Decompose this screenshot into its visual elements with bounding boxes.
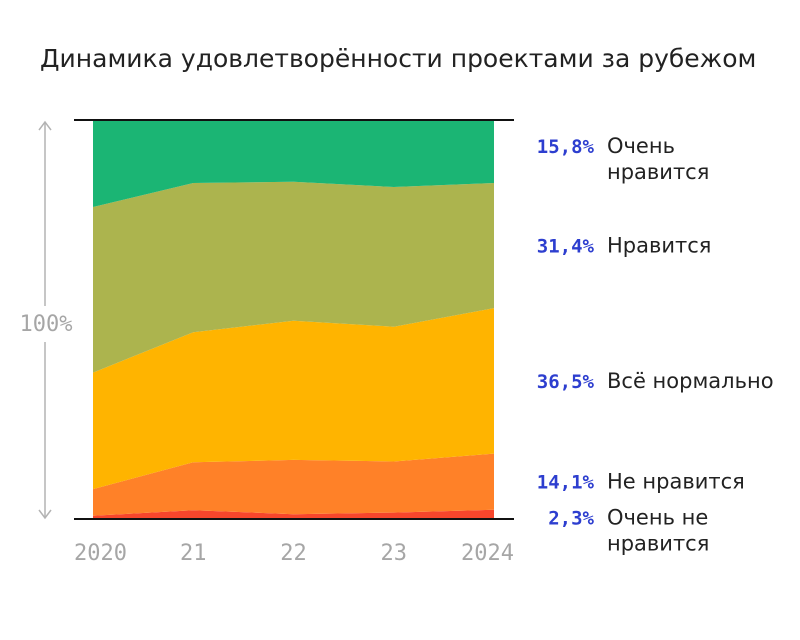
x-tick-label: 23	[381, 541, 408, 566]
area-series-1	[93, 509, 494, 519]
area-series-3	[93, 308, 494, 490]
x-tick-label: 22	[280, 541, 307, 566]
series-value-label: 36,5%	[537, 371, 595, 393]
area-series-4	[93, 181, 494, 373]
series-value-label: 2,3%	[548, 508, 594, 530]
series-value-label: 31,4%	[537, 236, 595, 258]
series-name-label: Не нравится	[607, 470, 745, 494]
x-tick-label: 21	[180, 541, 207, 566]
x-tick-label: 2024	[461, 541, 514, 566]
series-name-label: нравится	[607, 160, 709, 184]
series-value-label: 15,8%	[537, 136, 595, 158]
series-name-label: нравится	[607, 532, 709, 556]
y-axis-label: 100%	[20, 312, 73, 337]
arrow-head-down	[38, 509, 52, 520]
series-name-label: Всё нормально	[607, 369, 774, 393]
area-series-5	[93, 120, 494, 207]
chart-title: Динамика удовлетворённости проектами за …	[40, 44, 757, 73]
x-tick-label: 2020	[74, 541, 127, 566]
x-axis-ticks: 2020 21 22 23 2024	[74, 541, 514, 566]
area-layers	[93, 120, 494, 519]
series-name-label: Очень не	[607, 506, 708, 530]
series-value-label: 14,1%	[537, 472, 595, 494]
area-series-2	[93, 453, 494, 516]
series-label-4: 31,4% Нравится	[537, 234, 712, 258]
series-name-label: Нравится	[607, 234, 711, 258]
arrow-head-up	[38, 120, 52, 131]
series-name-label: Очень	[607, 134, 675, 158]
hundred-percent-arrow	[38, 120, 52, 520]
series-label-2: 14,1% Не нравится	[537, 470, 745, 494]
series-label-3: 36,5% Всё нормально	[537, 369, 774, 393]
